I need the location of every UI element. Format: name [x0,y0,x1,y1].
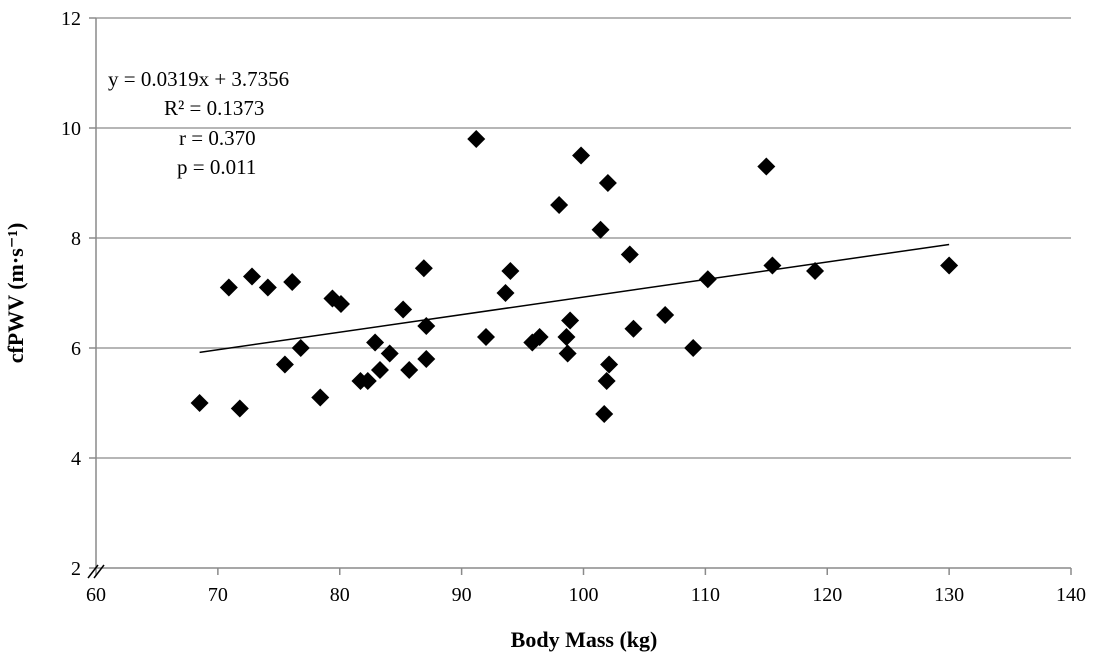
equation-annotation: y = 0.0319x + 3.7356 [108,67,289,91]
data-point [684,339,703,357]
points-layer [190,130,959,423]
y-tick-label: 4 [71,448,81,470]
x-tick-label: 110 [691,584,720,606]
data-point [698,270,717,289]
p-annotation: p = 0.011 [177,155,256,179]
data-point [530,328,549,346]
data-point [501,262,520,280]
x-tick-label: 70 [208,584,228,606]
data-point [595,405,614,423]
data-point [940,256,959,275]
y-tick-label: 8 [71,228,81,250]
y-tick-label: 10 [61,118,81,140]
data-point [550,196,569,214]
data-point [190,394,209,412]
data-point [331,295,350,313]
data-point [561,311,580,330]
data-point [557,328,576,346]
data-point [400,361,419,379]
y-tick-label: 2 [71,558,81,580]
axis-layer [87,17,1072,579]
x-tick-label: 90 [452,584,472,606]
data-point [380,344,399,363]
data-point [496,284,515,302]
y-tick-label: 12 [61,8,81,30]
data-point [598,174,617,192]
data-point [258,278,277,297]
data-point [230,399,249,418]
data-point [597,372,616,390]
data-point [417,350,436,368]
data-point [219,278,238,297]
axis-break-mark [87,564,99,579]
data-point [620,245,639,264]
data-point [275,355,294,374]
trendline [199,243,950,354]
x-tick-label: 100 [569,584,599,606]
data-point [283,273,302,291]
data-point [467,130,486,148]
grid-layer [96,17,1071,459]
r-annotation: r = 0.370 [179,126,256,150]
data-point [656,306,675,324]
data-point [394,300,413,319]
data-point [243,267,261,286]
trendline-layer [199,243,950,354]
data-point [366,333,385,352]
data-point [291,339,310,357]
data-point [477,328,495,346]
x-tick-label: 130 [934,584,964,606]
data-point [370,361,389,379]
axis-break-mark [93,564,105,579]
r-squared-annotation: R² = 0.1373 [164,96,264,120]
data-point [624,319,643,338]
data-point [417,317,436,335]
annotation-block: y = 0.0319x + 3.7356 R² = 0.1373 r = 0.3… [108,67,289,179]
data-point [763,256,782,275]
data-point [358,372,377,390]
tick-labels-layer: 2 4 6 8 10 12 60 70 80 90 100 110 120 130 140 [61,8,1086,606]
x-tick-label: 80 [330,584,350,606]
x-axis-title: Body Mass (kg) [511,627,658,652]
data-point [591,220,610,239]
x-tick-label: 60 [86,584,106,606]
data-point [757,157,776,176]
x-tick-label: 140 [1056,584,1086,606]
data-point [572,146,591,165]
y-axis-title: cfPWV (m·s⁻¹) [3,223,28,364]
data-point [311,388,330,407]
data-point [600,355,619,374]
data-point [806,262,825,280]
x-tick-label: 120 [812,584,842,606]
data-point [558,344,577,363]
data-point [414,259,433,278]
y-tick-label: 6 [71,338,81,360]
